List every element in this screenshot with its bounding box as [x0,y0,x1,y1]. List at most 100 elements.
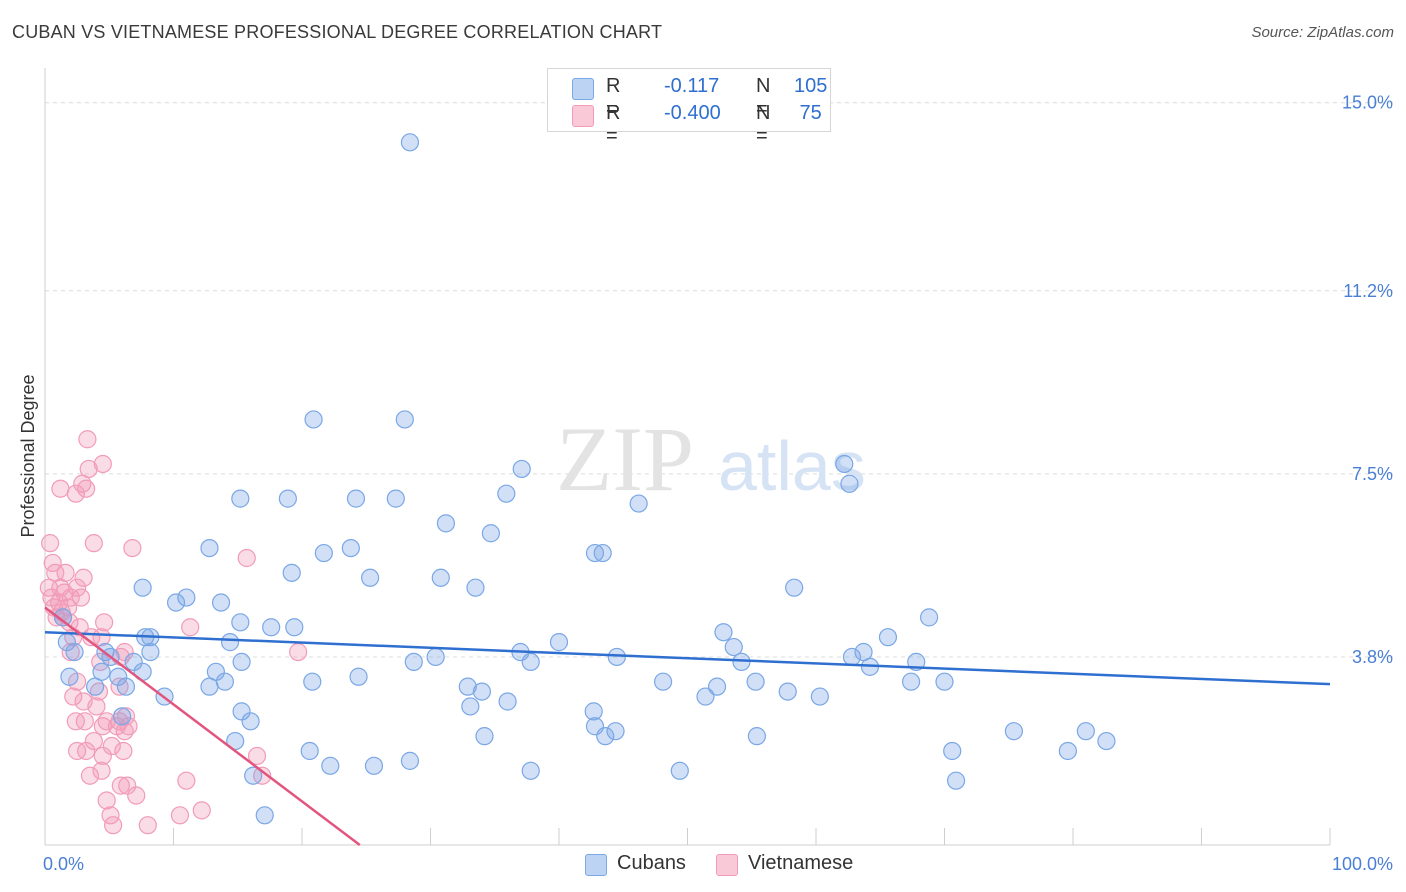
vietnamese-point [97,791,116,810]
vietnamese-point [127,786,146,805]
cuban-point [244,766,263,785]
cuban-point [116,677,136,696]
legend-r-value: -0.117 [664,75,720,97]
cubans-swatch [572,78,594,100]
watermark-atlas: atlas [718,427,866,505]
cuban-point [400,751,420,770]
vietnamese-point [77,741,96,761]
cuban-point [262,618,281,637]
cuban-point [220,633,240,652]
cuban-point [1097,731,1116,751]
cuban-point [629,494,648,513]
cuban-point [404,652,423,672]
cuban-point [177,588,196,607]
cuban-point [472,682,491,701]
vietnamese-point [114,741,133,761]
vietnamese-point [181,618,200,637]
cuban-point [943,741,962,761]
cuban-point [364,756,384,775]
cuban-point [585,543,605,563]
vietnamese-point [95,613,114,632]
cuban-point [60,667,79,686]
cuban-point [835,454,854,474]
legend-n-label: N = [756,102,771,147]
cuban-point [1004,722,1023,741]
vietnamese-point [80,766,100,785]
cuban-point [497,484,516,503]
vietnamese-point [71,588,91,607]
chart-title: CUBAN VS VIETNAMESE PROFESSIONAL DEGREE … [12,22,663,42]
legend-r-label: R = [606,102,621,147]
vietnamese-trend-line [44,606,361,846]
cuban-point [232,652,251,672]
cuban-point [141,642,160,662]
cuban-point [436,514,456,533]
vietnamese-point [61,642,80,662]
cubans-swatch [585,854,607,876]
grid-lines [45,102,1395,658]
vietnamese-point [92,628,111,647]
cuban-point [426,647,445,667]
cuban-point [596,727,615,746]
source-label: Source: ZipAtlas.com [1251,24,1394,41]
cuban-point [653,672,673,691]
cuban-point [670,761,689,780]
cuban-point [724,637,743,657]
vietnamese-point [289,642,308,662]
cuban-point [109,667,128,686]
vietnamese-point [104,816,123,835]
vietnamese-point [177,771,196,790]
tick-labels: 3.8% 7.5% 11.2% 15.0% 0.0% 100.0% [43,93,1393,874]
cuban-point [707,677,727,696]
cuban-point [521,761,540,780]
cuban-point [607,647,626,667]
bottom-legend-cubans-label: Cubans [617,852,686,874]
cuban-point [112,707,132,726]
cuban-point [206,662,226,681]
cuban-point [696,687,715,706]
legend-r-value: -0.400 [664,102,721,124]
cuban-point [386,489,405,508]
cuban-point [341,538,360,558]
vietnamese-point [75,712,94,731]
vietnamese-point [93,454,112,474]
cuban-point [231,613,250,632]
cuban-point [166,593,186,612]
cuban-point [285,618,304,637]
cuban-point [255,806,274,825]
axes [44,68,1331,846]
cuban-point [400,133,420,152]
cuban-point [714,623,733,642]
cuban-point [300,741,319,761]
cuban-point [481,524,500,543]
vietnamese-point [170,806,190,825]
vietnamese-point [64,687,83,706]
vietnamese-point [110,712,129,731]
legend-n-label: N = [756,75,771,120]
cuban-point [278,489,297,508]
vietnamese-point [192,801,211,820]
cuban-point [133,578,152,597]
cuban-point [215,672,234,691]
vietnamese-point [41,534,60,553]
cuban-point [512,459,531,479]
vietnamese-point [115,642,134,662]
cuban-point [878,628,898,647]
cuban-point [498,692,517,711]
cuban-point [1058,741,1077,761]
vietnamese-point [79,459,98,479]
vietnamese-point [84,534,103,553]
legend-n-value: 105 [794,75,828,97]
vietnamese-point [93,746,112,766]
vietnamese-point [51,479,70,498]
cuban-point [593,543,612,563]
cuban-point [231,489,250,508]
y-tick-label: 7.5% [1352,464,1393,484]
cuban-point [935,672,954,691]
cuban-point [840,474,859,493]
bottom-legend-vietnamese-label: Vietnamese [748,852,854,874]
vietnamese-point [84,731,103,751]
vietnamese-point [87,697,106,716]
cuban-point [211,593,231,612]
